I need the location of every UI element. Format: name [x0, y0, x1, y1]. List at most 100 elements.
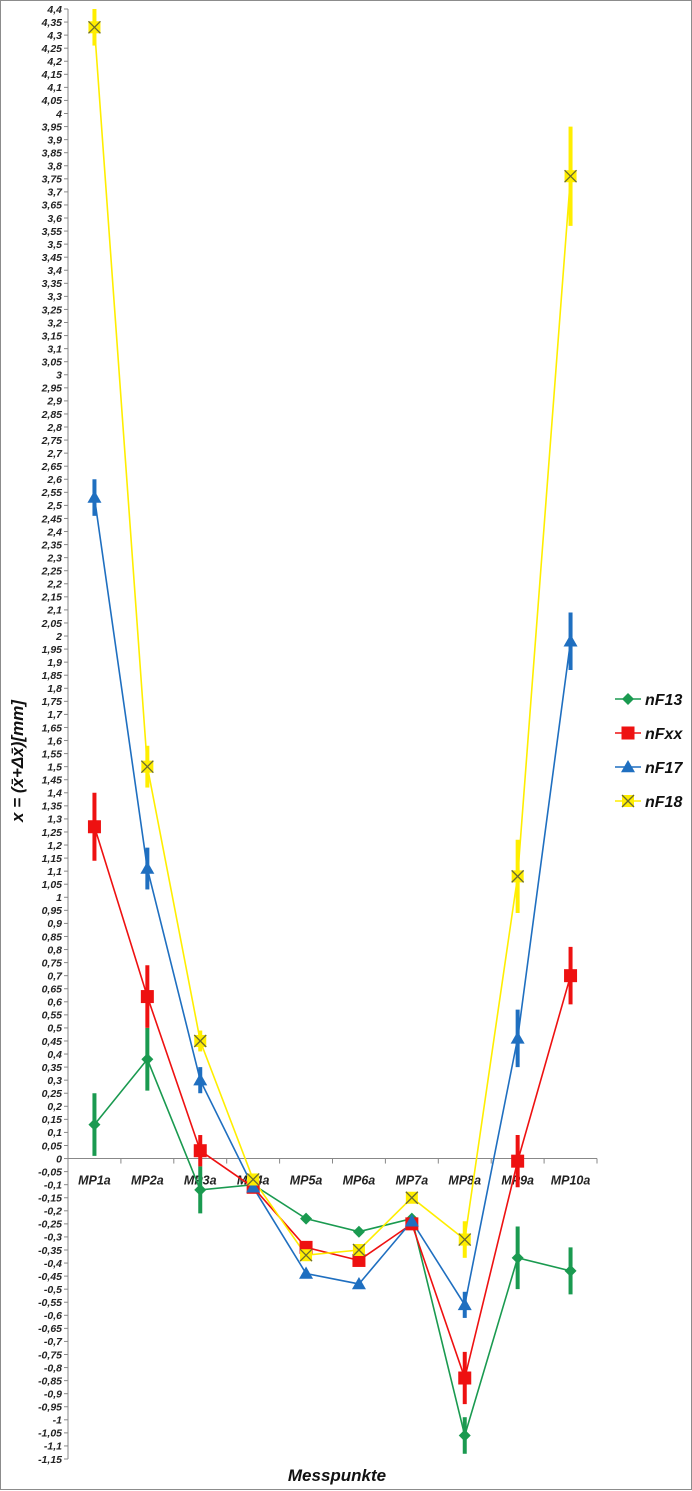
y-tick-label: 1,15 [42, 853, 63, 865]
y-tick-label: 3,25 [42, 304, 63, 316]
y-tick-label: 1,75 [42, 696, 63, 708]
marker-triangle [404, 1214, 419, 1227]
y-tick-label: -0,25 [38, 1219, 62, 1231]
marker-square [564, 969, 578, 983]
marker-diamond [352, 1225, 365, 1238]
marker-diamond [511, 1251, 524, 1264]
y-tick-label: 3,4 [47, 265, 62, 277]
y-tick-label: 1,5 [47, 761, 62, 773]
y-tick-label: 0,75 [42, 957, 63, 969]
y-tick-label: -0,5 [44, 1284, 62, 1296]
y-tick-label: 0,3 [47, 1075, 62, 1087]
y-tick-label: -1,05 [38, 1428, 62, 1440]
y-tick-label: 4,4 [46, 4, 62, 16]
marker-square [140, 990, 154, 1004]
y-tick-label: 0,1 [47, 1127, 62, 1139]
y-tick-label: -0,7 [44, 1336, 63, 1348]
y-tick-label: -0,3 [44, 1232, 62, 1244]
series-markers [87, 20, 578, 1442]
marker-diamond [300, 1212, 313, 1225]
y-tick-label: -0,1 [44, 1179, 62, 1191]
x-tick-label: MP8a [448, 1174, 481, 1188]
y-tick-label: 4,15 [41, 69, 63, 81]
y-tick-label: -0,2 [44, 1206, 62, 1218]
y-tick-label: 1,7 [47, 709, 63, 721]
marker-triangle [193, 1073, 208, 1086]
y-tick-label: 1,9 [47, 657, 62, 669]
y-tick-label: 3,7 [47, 187, 63, 199]
y-tick-label: 1,85 [42, 670, 63, 682]
y-tick-label: 2,35 [41, 539, 63, 551]
marker-triangle [140, 861, 155, 874]
y-tick-label: 2,9 [46, 396, 62, 408]
y-tick-label: 1,3 [47, 814, 62, 826]
y-tick-label: -0,6 [44, 1310, 62, 1322]
y-tick-label: 1 [56, 892, 62, 904]
series-line-nF17 [93, 497, 572, 1307]
marker-triangle [563, 634, 578, 647]
y-tick-label: 1,8 [47, 683, 62, 695]
series-lines [93, 27, 572, 1439]
y-tick-label: -0,8 [44, 1362, 62, 1374]
marker-cross [140, 760, 154, 774]
marker-diamond [564, 1264, 577, 1277]
series-line-nFxx [93, 826, 572, 1381]
y-tick-label: 1,65 [42, 722, 63, 734]
y-tick-label: 2,15 [41, 592, 63, 604]
marker-cross [621, 794, 635, 808]
y-tick-label: -0,75 [38, 1349, 62, 1361]
y-tick-label: 0,25 [42, 1088, 63, 1100]
y-tick-label: 0,4 [47, 1049, 62, 1061]
series-line-nF18 [93, 27, 572, 1257]
y-tick-label: 2,7 [46, 448, 63, 460]
y-tick-label: -0,55 [38, 1297, 62, 1309]
y-tick-label: -0,15 [38, 1193, 62, 1205]
y-tick-label: 0 [56, 1153, 62, 1165]
y-tick-labels: -1,15-1,1-1,05-1-0,95-0,9-0,85-0,8-0,75-… [38, 4, 63, 1466]
y-tick-label: 3,65 [42, 200, 63, 212]
y-tick-label: 0,85 [42, 931, 63, 943]
y-tick-label: 3,05 [42, 357, 63, 369]
y-tick-label: 3,5 [47, 239, 62, 251]
y-tick-label: 3,15 [42, 330, 63, 342]
x-tick-label: MP1a [78, 1174, 111, 1188]
marker-square [87, 820, 101, 834]
series-line-nF13 [93, 1057, 571, 1439]
y-tick-label: -0,05 [38, 1166, 62, 1178]
y-tick-label: 2,6 [46, 474, 62, 486]
marker-cross [564, 169, 578, 183]
y-tick-label: 1,95 [42, 644, 63, 656]
y-tick-label: 3,6 [47, 213, 62, 225]
y-tick-label: 1,55 [42, 748, 63, 760]
y-tick-label: 2,4 [46, 526, 62, 538]
y-tick-label: 4,1 [46, 82, 62, 94]
axes [64, 8, 598, 1460]
y-tick-label: 0,05 [42, 1140, 63, 1152]
y-tick-label: 2,8 [46, 422, 62, 434]
y-tick-label: 0,2 [47, 1101, 62, 1113]
y-tick-label: 4,25 [41, 43, 63, 55]
y-tick-label: 4,3 [46, 30, 62, 42]
y-tick-label: 0,6 [47, 997, 62, 1009]
y-tick-label: 0,5 [47, 1023, 62, 1035]
y-tick-label: 1,1 [47, 866, 62, 878]
marker-square [193, 1144, 207, 1158]
y-tick-label: 3,8 [47, 161, 62, 173]
marker-triangle [246, 1180, 261, 1193]
y-tick-label: 2,2 [46, 579, 62, 591]
x-tick-label: MP5a [290, 1174, 323, 1188]
y-tick-label: 0,55 [42, 1010, 63, 1022]
x-tick-label: MP10a [551, 1174, 591, 1188]
y-tick-label: 2,05 [41, 618, 63, 630]
y-tick-label: -1,15 [38, 1454, 62, 1466]
marker-cross [405, 1191, 419, 1205]
y-tick-label: 3,55 [42, 226, 63, 238]
marker-square [458, 1371, 472, 1385]
y-tick-label: -0,45 [38, 1271, 62, 1283]
x-tick-label: MP6a [343, 1174, 376, 1188]
y-tick-label: 2,75 [41, 435, 63, 447]
marker-triangle [621, 760, 635, 773]
y-axis-title: x = (x̄+Δx̄)[mm] [8, 699, 27, 823]
y-tick-label: 0,9 [47, 918, 62, 930]
y-tick-label: 0,35 [42, 1062, 63, 1074]
